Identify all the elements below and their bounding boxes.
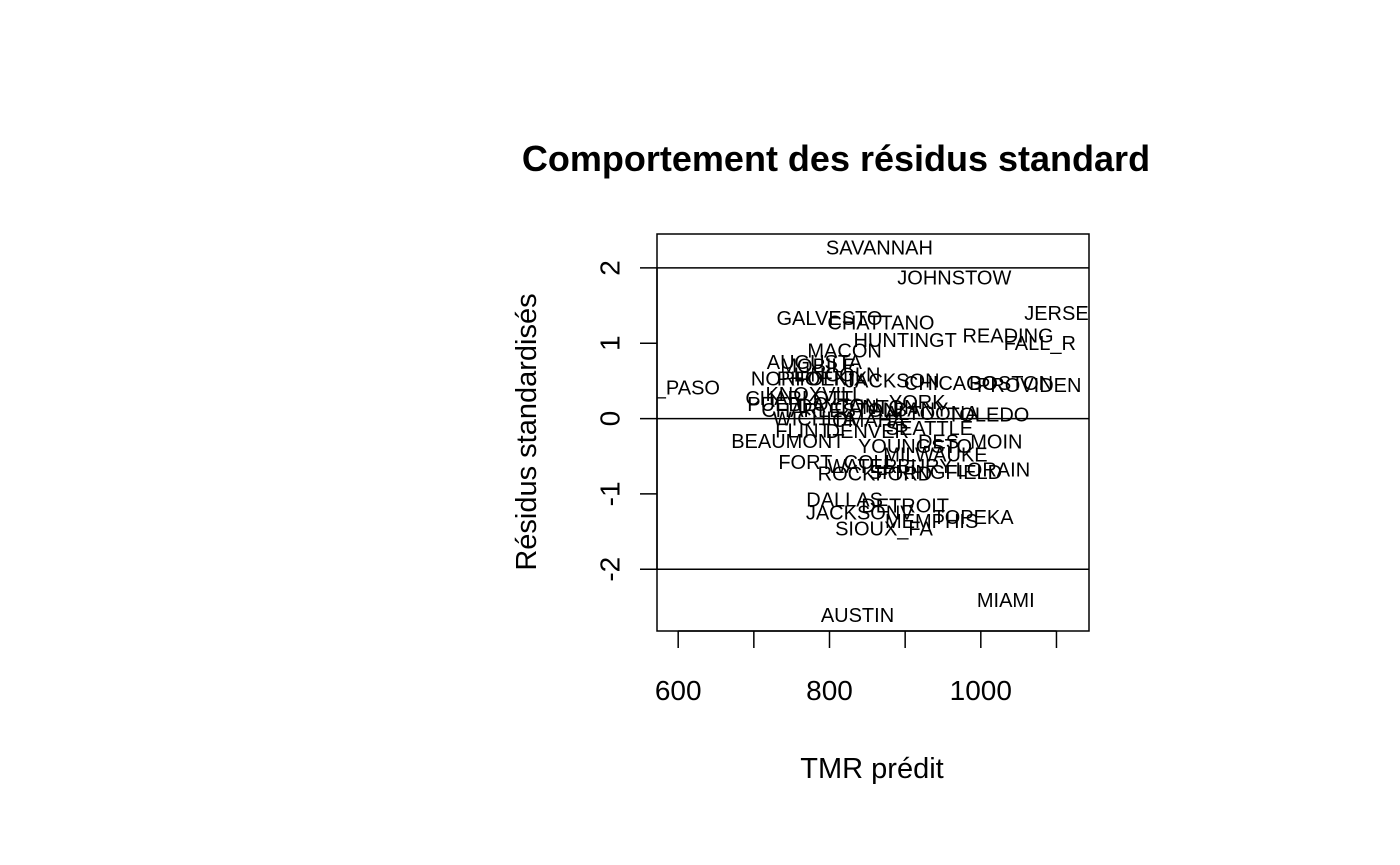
y-tick-label: -1 <box>594 481 625 506</box>
point-label: YOUNGSTO <box>858 436 972 458</box>
point-label: CHATTANO <box>827 313 934 335</box>
point-label: CHARLESTON <box>761 400 897 422</box>
point-label: MILWAUKE <box>883 445 987 467</box>
point-label: PHOENIX <box>777 368 867 390</box>
point-label: JERSE <box>1024 303 1088 325</box>
y-axis: -2 -1 0 1 2 <box>594 260 658 582</box>
point-label: NORFOLK <box>751 368 848 390</box>
x-axis: 600 800 1000 <box>655 630 1058 706</box>
point-label: TOLEDO <box>947 405 1029 427</box>
point-label: FORT_COLL <box>778 452 895 474</box>
point-label: DALLAS <box>806 490 883 512</box>
point-label: FALL_R <box>1004 333 1076 355</box>
reference-lines <box>657 267 1089 570</box>
point-label: OMAHA <box>832 410 906 432</box>
point-label: BOSTON <box>969 373 1053 395</box>
point-label: JACKSON <box>845 371 939 393</box>
point-label: READING <box>962 325 1053 347</box>
y-tick-label: 2 <box>594 260 625 276</box>
point-label: MOBILE <box>780 356 856 378</box>
y-tick-label: -2 <box>594 557 625 582</box>
y-tick-label: 1 <box>594 335 625 351</box>
point-label: PROVIDEN <box>977 375 1081 397</box>
point-label: DENVER <box>826 421 909 443</box>
point-label: BEAUMONT <box>731 431 844 453</box>
x-tick-label: 1000 <box>950 675 1012 706</box>
point-label: HUNTINGT <box>853 330 956 352</box>
point-label: LORAIN <box>956 460 1030 482</box>
x-tick-label: 800 <box>806 675 853 706</box>
point-label: WICHITA <box>773 408 857 430</box>
point-label: EL_PASO <box>630 377 720 399</box>
point-label: SPRINGFIELD <box>869 462 1002 484</box>
point-label: JOHNSTOW <box>897 267 1011 289</box>
point-label: AUSTIN <box>821 605 894 627</box>
point-label: MEMPHIS <box>885 511 978 533</box>
point-label: FLINT <box>775 420 831 442</box>
point-label: TOPEKA <box>933 507 1014 529</box>
point-label: SEATTLE <box>886 418 973 440</box>
x-axis-label: TMR prédit <box>800 753 943 785</box>
point-label: MACON <box>807 341 881 363</box>
point-label: DAYTON <box>798 396 880 418</box>
point-label: MIAMI <box>977 590 1035 612</box>
y-tick-label: 0 <box>594 411 625 427</box>
point-label: ROCKFORD <box>818 463 932 485</box>
x-tick-label: 600 <box>655 675 702 706</box>
point-label: JACKSONV <box>806 503 914 525</box>
chart-title: Comportement des résidus standard <box>522 138 1150 179</box>
point-label: LINCOLN <box>794 365 881 387</box>
point-label: CHARLOTT <box>745 388 853 410</box>
point-label: ALTOONA <box>885 403 979 425</box>
y-axis-label: Résidus standardisés <box>511 293 543 570</box>
point-label: PUEBLO <box>747 394 828 416</box>
point-label: GALVESTO <box>777 308 883 330</box>
point-label: DES_MOIN <box>918 432 1022 454</box>
point-label: DETROIT <box>861 496 949 518</box>
point-label: KNOXVILL <box>765 384 863 406</box>
point-label: SAVANNAH <box>826 237 933 259</box>
point-label: AUGUSTA <box>767 352 863 374</box>
point-label: CHICAGO <box>904 373 997 395</box>
point-label: YORK <box>889 392 946 414</box>
point-label: ALBANY <box>869 399 948 421</box>
point-label: WATERBURY <box>827 456 952 478</box>
point-label: SIOUX_FA <box>835 518 933 540</box>
point-label: CANTON <box>834 397 918 419</box>
